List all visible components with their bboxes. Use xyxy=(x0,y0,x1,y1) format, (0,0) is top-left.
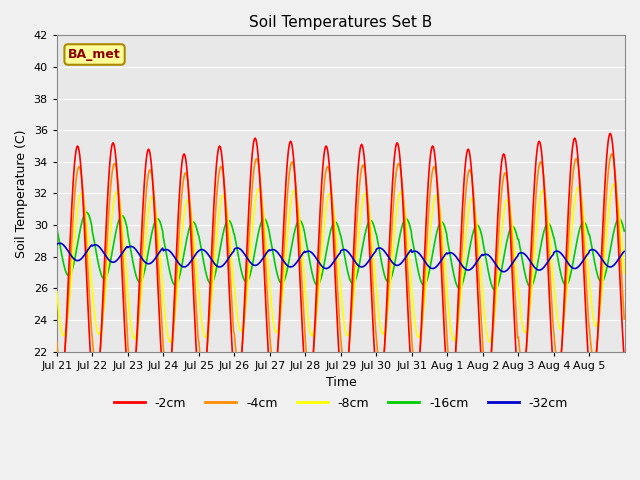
Title: Soil Temperatures Set B: Soil Temperatures Set B xyxy=(250,15,433,30)
Y-axis label: Soil Temperature (C): Soil Temperature (C) xyxy=(15,129,28,258)
Text: BA_met: BA_met xyxy=(68,48,121,61)
X-axis label: Time: Time xyxy=(326,376,356,389)
Legend: -2cm, -4cm, -8cm, -16cm, -32cm: -2cm, -4cm, -8cm, -16cm, -32cm xyxy=(109,392,573,415)
